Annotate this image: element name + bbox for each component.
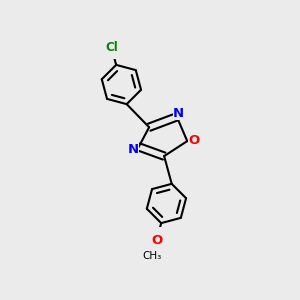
- Text: O: O: [151, 234, 162, 247]
- Text: Cl: Cl: [105, 40, 118, 53]
- Text: O: O: [188, 134, 199, 147]
- Text: CH₃: CH₃: [143, 251, 162, 261]
- Text: N: N: [128, 143, 139, 156]
- Text: N: N: [173, 107, 184, 120]
